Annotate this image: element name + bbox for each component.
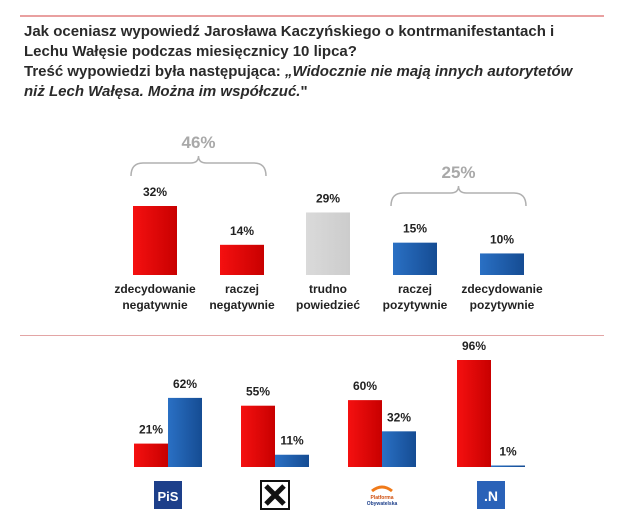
value-label-2: 29% — [316, 191, 340, 205]
party-bar-1-1 — [275, 454, 309, 467]
quote-close: " — [300, 83, 308, 100]
party-value-label-1-1: 11% — [280, 434, 304, 448]
kukiz-logo-cross — [264, 484, 286, 506]
top-divider — [20, 15, 604, 17]
group-bracket-0 — [130, 155, 267, 177]
quote-line-1: Treść wypowiedzi była następująca: „Wido… — [24, 62, 614, 82]
group-label-1: 25% — [441, 163, 475, 182]
quote-intro: Treść wypowiedzi była następująca: — [24, 63, 285, 80]
bar-3 — [393, 242, 437, 275]
pis-logo — [154, 481, 182, 509]
bar-0 — [133, 206, 177, 275]
category-label-1-0: raczej — [225, 282, 259, 296]
po-logo — [371, 485, 393, 493]
value-label-1: 14% — [230, 224, 254, 238]
category-label-2-0: trudno — [309, 282, 347, 296]
party-value-label-2-0: 60% — [353, 379, 377, 393]
quote-line-2: niż Lech Wałęsa. Można im współczuć." — [24, 82, 614, 102]
bar-1 — [220, 244, 264, 275]
category-label-2-1: powiedzieć — [296, 298, 360, 312]
middle-divider — [20, 335, 604, 336]
bar-4 — [480, 253, 524, 275]
party-bar-0-1 — [168, 397, 202, 467]
category-label-1-1: negatywnie — [209, 298, 275, 312]
po-logo-text-2: Obywatelska — [367, 501, 398, 507]
party-value-label-2-1: 32% — [387, 410, 411, 424]
party-value-label-0-0: 21% — [139, 423, 163, 437]
question-text: Jak oceniasz wypowiedź Jarosława Kaczyńs… — [24, 22, 614, 102]
party-value-label-1-0: 55% — [246, 385, 270, 399]
category-label-4-0: zdecydowanie — [461, 282, 543, 296]
party-bar-2-1 — [382, 431, 416, 467]
group-bracket-1 — [390, 185, 527, 207]
po-logo-text-1: Platforma — [370, 495, 393, 501]
category-label-3-1: pozytywnie — [383, 298, 448, 312]
party-bar-1-0 — [241, 405, 275, 467]
party-bar-2-0 — [348, 400, 382, 467]
party-bar-3-1 — [491, 465, 525, 467]
party-bar-3-0 — [457, 360, 491, 467]
party-value-label-3-1: 1% — [499, 445, 517, 459]
value-label-3: 15% — [403, 222, 427, 236]
party-value-label-3-0: 96% — [462, 339, 486, 353]
nowoczesna-logo-text: .N — [484, 488, 498, 504]
party-value-label-0-1: 62% — [173, 377, 197, 391]
question-line-2: Lechu Wałęsie podczas miesięcznicy 10 li… — [24, 43, 357, 60]
nowoczesna-logo — [477, 481, 505, 509]
quote-part-1: „Widocznie nie mają innych autorytetów — [284, 63, 573, 80]
category-label-0-1: negatywnie — [122, 298, 188, 312]
party-bar-0-0 — [134, 443, 168, 467]
question-line-1: Jak oceniasz wypowiedź Jarosława Kaczyńs… — [24, 23, 555, 40]
bar-2 — [306, 212, 350, 275]
value-label-4: 10% — [490, 232, 514, 246]
pis-logo-text: PiS — [158, 489, 179, 504]
group-label-0: 46% — [181, 133, 215, 152]
category-label-3-0: raczej — [398, 282, 432, 296]
value-label-0: 32% — [143, 185, 167, 199]
category-label-0-0: zdecydowanie — [114, 282, 196, 296]
category-label-4-1: pozytywnie — [470, 298, 535, 312]
quote-part-2: niż Lech Wałęsa. Można im współczuć. — [24, 83, 301, 100]
